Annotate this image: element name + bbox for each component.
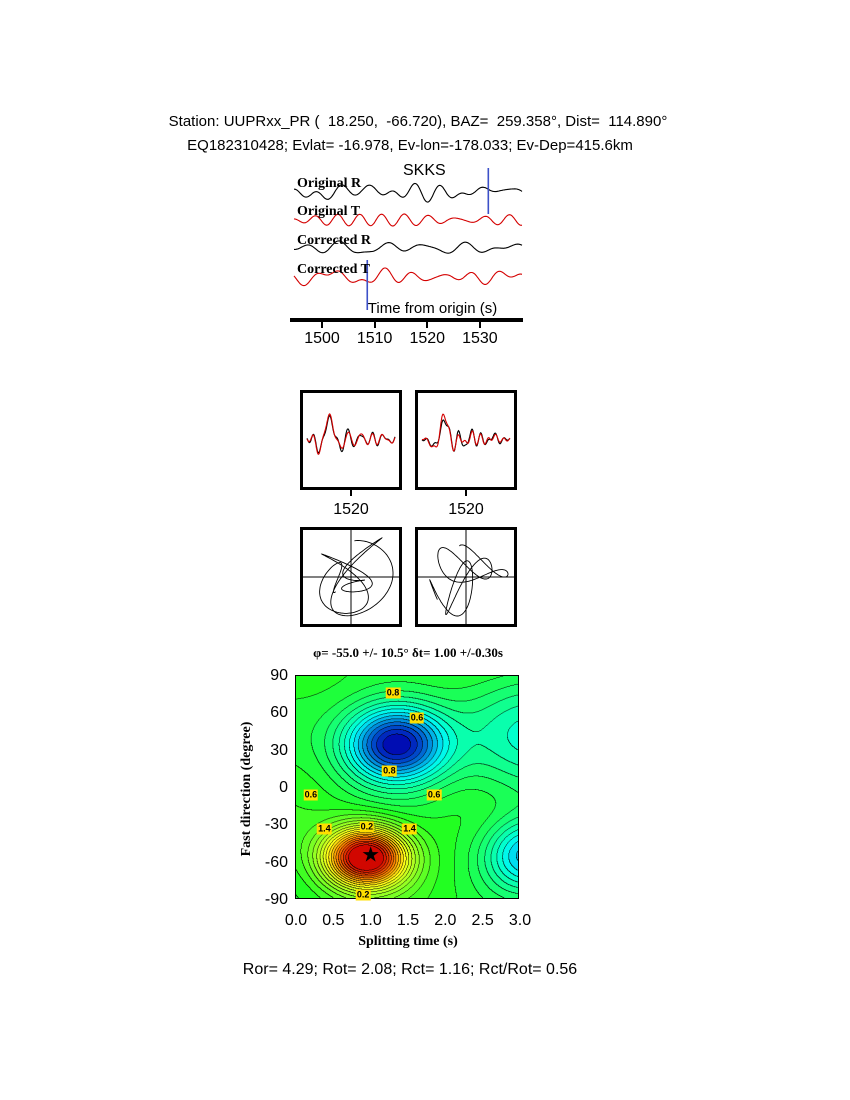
windowed-waveform-plot-1 <box>306 413 396 455</box>
windowed-waveform-panel-1 <box>300 390 402 490</box>
contour-value-label: 0.6 <box>409 712 425 724</box>
window-axis-tickmark <box>350 490 352 496</box>
contour-value-label: 0.2 <box>355 889 371 901</box>
contour-value-label: 0.2 <box>359 821 375 833</box>
particle-motion-panel-2 <box>415 527 517 627</box>
splitting-time-tick-label: 3.0 <box>508 912 532 929</box>
fast-direction-tick-label: -60 <box>264 853 288 871</box>
trace-label: Corrected R <box>297 233 371 248</box>
phase-label: SKKS <box>403 162 446 179</box>
contour-value-label: 0.8 <box>382 765 397 777</box>
splitting-energy-map <box>295 675 519 899</box>
time-axis-tickmark <box>321 322 323 328</box>
splitting-time-tick-label: 0.0 <box>284 912 308 929</box>
particle-motion-plot-1 <box>303 530 399 624</box>
fast-direction-tick-label: 30 <box>270 741 288 759</box>
contour-value-label: 0.6 <box>426 789 442 801</box>
windowed-waveform-plot-2 <box>421 413 511 452</box>
window-axis-tickmark <box>465 490 467 496</box>
time-axis-line <box>290 318 523 322</box>
window-axis-tick-label: 1520 <box>333 501 369 518</box>
contour-value-label: 1.4 <box>317 823 332 835</box>
fast-direction-axis-label: Fast direction (degree) <box>239 721 254 857</box>
trace-label: Original R <box>297 176 362 191</box>
time-axis-tickmark <box>478 322 481 328</box>
time-axis-tick-label: 1510 <box>356 330 393 347</box>
fast-direction-tick-label: 90 <box>270 667 288 684</box>
time-axis-label: Time from origin (s) <box>367 300 498 317</box>
time-axis-tickmark <box>426 322 429 328</box>
contour-value-label: 0.8 <box>385 687 401 699</box>
contour-value-label: 0.6 <box>303 789 319 801</box>
fast-direction-tick-label: -30 <box>264 816 288 834</box>
time-axis-tick-label: 1530 <box>462 330 498 347</box>
contour-value-label: 1.4 <box>402 823 417 835</box>
waveform-plot <box>293 168 523 310</box>
time-axis-tickmark <box>373 322 376 328</box>
fast-direction-tick-label: -90 <box>264 891 288 908</box>
time-axis-tick-label: 1500 <box>304 330 340 347</box>
splitting-time-tick-label: 1.5 <box>396 912 420 929</box>
splitting-time-tick-label: 0.5 <box>322 912 345 929</box>
splitting-time-tick-label: 1.0 <box>359 912 382 929</box>
windowed-waveform-panel-2 <box>415 390 517 490</box>
window-axis-tick-label: 1520 <box>448 501 484 518</box>
best-solution-star-icon: ★ <box>361 844 381 868</box>
splitting-result-title: φ= -55.0 +/- 10.5° δt= 1.00 +/-0.30s <box>313 645 503 660</box>
splitting-time-axis-label: Splitting time (s) <box>358 934 458 949</box>
trace-label: Original T <box>297 204 361 219</box>
station-info-line: Station: UUPRxx_PR ( 18.250, -66.720), B… <box>168 113 668 130</box>
time-axis-tick-label: 1520 <box>409 330 446 347</box>
particle-motion-plot-2 <box>418 530 514 624</box>
trace-label: Corrected T <box>297 262 370 277</box>
splitting-time-tick-label: 2.5 <box>471 912 494 929</box>
fast-direction-tick-label: 0 <box>279 779 288 796</box>
splitting-time-tick-label: 2.0 <box>434 912 457 929</box>
particle-motion-panel-1 <box>300 527 402 627</box>
event-info-line: EQ182310428; Evlat= -16.978, Ev-lon=-178… <box>187 137 633 154</box>
fast-direction-tick-label: 60 <box>270 704 288 722</box>
quality-metrics-line: Ror= 4.29; Rot= 2.08; Rct= 1.16; Rct/Rot… <box>242 961 578 978</box>
